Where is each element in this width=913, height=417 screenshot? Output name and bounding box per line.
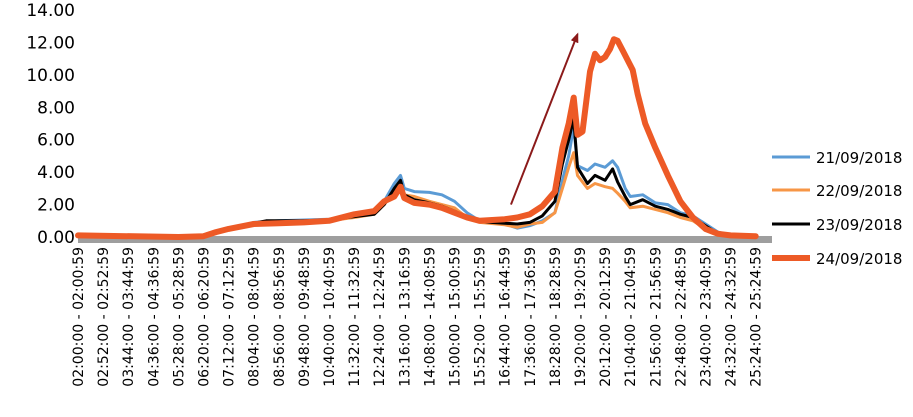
y-tick-label: 12.00 — [26, 33, 75, 53]
x-tick-label: 05:28:00 - 05:28:59 — [171, 247, 187, 387]
trend-arrow — [510, 32, 579, 205]
x-tick-label: 02:00:00 - 02:00:59 — [71, 247, 87, 387]
x-tick-label: 15:00:00 - 15:00:59 — [447, 247, 463, 387]
x-tick-label: 14:08:00 - 14:08:59 — [422, 247, 438, 387]
x-tick-label: 18:28:00 - 18:28:59 — [548, 247, 564, 387]
legend: 21/09/2018 22/09/2018 23/09/2018 24/09/2018 — [772, 149, 902, 268]
legend-label: 24/09/2018 — [816, 250, 902, 268]
x-tick-label: 24:32:00 - 24:32:59 — [724, 247, 740, 387]
x-tick-label: 19:20:00 - 19:20:59 — [573, 247, 589, 387]
series-line-1 — [76, 151, 758, 239]
y-tick-label: 14.00 — [26, 1, 75, 21]
legend-label: 21/09/2018 — [816, 149, 902, 167]
x-tick-label: 09:48:00 - 09:48:59 — [297, 247, 313, 387]
x-tick-label: 25:24:00 - 25:24:59 — [749, 247, 765, 387]
x-tick-label: 10:40:00 - 10:40:59 — [322, 247, 338, 387]
annotation — [510, 32, 579, 205]
y-tick-label: 8.00 — [37, 98, 75, 118]
series-line-2 — [76, 117, 758, 239]
legend-label: 22/09/2018 — [816, 182, 902, 200]
x-tick-label: 04:36:00 - 04:36:59 — [146, 247, 162, 387]
x-axis-baseline — [78, 236, 772, 243]
x-tick-label: 02:52:00 - 02:52:59 — [96, 247, 112, 387]
series-line-3 — [75, 36, 759, 240]
x-tick-label: 21:56:00 - 21:56:59 — [648, 247, 664, 387]
y-tick-label: 0.00 — [37, 228, 75, 248]
x-tick-label: 08:56:00 - 08:56:59 — [272, 247, 288, 387]
x-tick-label: 07:12:00 - 07:12:59 — [222, 247, 238, 387]
x-tick-label: 17:36:00 - 17:36:59 — [523, 247, 539, 387]
x-tick-label: 23:40:00 - 23:40:59 — [698, 247, 714, 387]
y-tick-label: 2.00 — [37, 196, 75, 216]
y-tick-label: 4.00 — [37, 163, 75, 183]
x-tick-label: 11:32:00 - 11:32:59 — [347, 247, 363, 387]
x-tick-label: 03:44:00 - 03:44:59 — [121, 247, 137, 387]
x-tick-label: 21:04:00 - 21:04:59 — [623, 247, 639, 387]
x-tick-label: 16:44:00 - 16:44:59 — [498, 247, 514, 387]
y-tick-label: 6.00 — [37, 131, 75, 151]
x-tick-label: 20:12:00 - 20:12:59 — [598, 247, 614, 387]
y-axis: 0.00 2.00 4.00 6.00 8.00 10.00 12.00 14.00 — [26, 1, 75, 248]
x-tick-label: 22:48:00 - 22:48:59 — [673, 247, 689, 387]
x-tick-label: 06:20:00 - 06:20:59 — [196, 247, 212, 387]
x-tick-label: 15:52:00 - 15:52:59 — [473, 247, 489, 387]
x-tick-label: 08:04:00 - 08:04:59 — [247, 247, 263, 387]
x-tick-label: 13:16:00 - 13:16:59 — [397, 247, 413, 387]
x-tick-label: 12:24:00 - 12:24:59 — [372, 247, 388, 387]
x-axis: 02:00:00 - 02:00:59 02:52:00 - 02:52:59 03… — [71, 236, 772, 387]
legend-label: 23/09/2018 — [816, 216, 902, 234]
series-lines — [75, 36, 759, 240]
y-tick-label: 10.00 — [26, 66, 75, 86]
